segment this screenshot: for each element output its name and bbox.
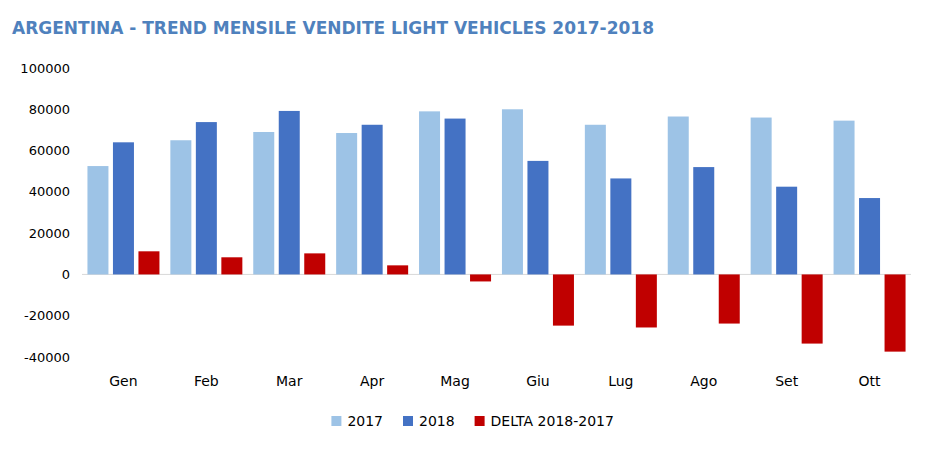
- bar: [610, 178, 631, 274]
- x-tick-label: Mag: [440, 373, 470, 389]
- bar: [585, 125, 606, 275]
- x-tick-label: Lug: [608, 373, 633, 389]
- legend-label: 2018: [419, 413, 455, 429]
- bar: [470, 274, 491, 281]
- y-tick-label: 20000: [29, 226, 70, 241]
- legend: 2017 2018 DELTA 2018-2017: [331, 413, 614, 429]
- bar: [776, 187, 797, 275]
- x-tick-label: Gen: [109, 373, 137, 389]
- y-tick-label: 80000: [29, 102, 70, 117]
- bars: [87, 109, 905, 351]
- bar: [636, 274, 657, 327]
- x-tick-label: Feb: [194, 373, 219, 389]
- legend-label: 2017: [347, 413, 383, 429]
- bar: [304, 253, 325, 274]
- bar: [138, 251, 159, 274]
- bar: [859, 198, 880, 274]
- bar: [802, 274, 823, 343]
- x-tick-label: Ott: [859, 373, 882, 389]
- bar: [693, 167, 714, 274]
- y-tick-label: 100000: [20, 61, 70, 76]
- chart-container: ARGENTINA - TREND MENSILE VENDITE LIGHT …: [0, 0, 948, 452]
- bar: [834, 121, 855, 275]
- title: ARGENTINA - TREND MENSILE VENDITE LIGHT …: [12, 18, 654, 38]
- x-tick-label: Apr: [360, 373, 384, 389]
- bar: [668, 117, 689, 275]
- bar: [362, 125, 383, 275]
- x-tick-label: Set: [775, 373, 799, 389]
- bar: [719, 274, 740, 323]
- legend-swatch: [403, 416, 413, 426]
- bar: [196, 122, 217, 274]
- bar: [170, 140, 191, 274]
- x-tick-label: Mar: [276, 373, 303, 389]
- bar: [387, 265, 408, 274]
- bar: [279, 111, 300, 274]
- bar: [113, 142, 134, 274]
- chart-svg: ARGENTINA - TREND MENSILE VENDITE LIGHT …: [0, 0, 948, 452]
- y-tick-label: 0: [62, 267, 70, 282]
- bar: [885, 274, 906, 351]
- x-tick-label: Ago: [690, 373, 717, 389]
- y-tick-label: 60000: [29, 143, 70, 158]
- bar: [87, 166, 108, 274]
- bar: [553, 274, 574, 325]
- legend-label: DELTA 2018-2017: [491, 413, 614, 429]
- bar: [445, 119, 466, 275]
- legend-swatch: [331, 416, 341, 426]
- y-tick-label: 40000: [29, 184, 70, 199]
- bar: [502, 109, 523, 274]
- y-tick-label: -20000: [24, 308, 70, 323]
- legend-swatch: [475, 416, 485, 426]
- x-tick-label: Giu: [526, 373, 550, 389]
- bar: [751, 118, 772, 275]
- bar: [221, 257, 242, 274]
- bar: [419, 111, 440, 274]
- bar: [336, 133, 357, 274]
- y-tick-label: -40000: [24, 350, 70, 365]
- bar: [253, 132, 274, 274]
- bar: [527, 161, 548, 275]
